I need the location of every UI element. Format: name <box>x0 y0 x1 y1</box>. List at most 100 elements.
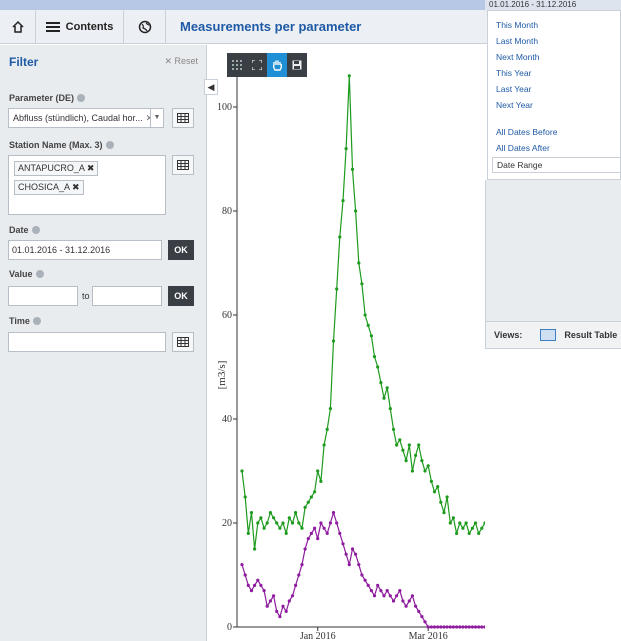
data-point <box>357 563 361 567</box>
data-point <box>278 615 282 619</box>
data-point <box>284 609 288 614</box>
help-icon[interactable] <box>32 317 41 325</box>
y-tick-label: 20 <box>222 518 232 529</box>
data-point <box>414 453 418 457</box>
station-tag[interactable]: CHOSICA_A ✖ <box>14 180 84 195</box>
data-point <box>366 323 370 327</box>
value-from-input[interactable] <box>8 286 78 306</box>
remove-icon[interactable]: ✖ <box>86 163 95 173</box>
station-tag[interactable]: ANTAPUCRO_A ✖ <box>14 161 99 176</box>
data-point <box>357 261 361 265</box>
parameter-value: Abfluss (stündlich), Caudal hor... <box>13 113 143 123</box>
data-point <box>240 563 244 567</box>
views-bar: Views: Result Table <box>485 321 621 349</box>
data-point <box>395 594 399 598</box>
date-preset-item[interactable]: All Dates After <box>496 143 550 153</box>
data-point <box>297 521 301 525</box>
side-panel <box>485 180 621 321</box>
data-point <box>259 583 263 588</box>
data-point <box>316 537 320 541</box>
chart-toolbar <box>227 53 307 77</box>
measurement-chart[interactable]: 0 20 40 60 80 100 Jan 2016 Mar 2016 [m3/s] <box>207 45 485 641</box>
remove-icon[interactable]: ✖ <box>72 182 80 192</box>
date-preset-item[interactable]: Last Month <box>496 36 539 46</box>
date-ok-button[interactable]: OK <box>168 240 194 260</box>
y-axis-label: [m3/s] <box>216 361 228 390</box>
series-line-1 <box>241 510 485 628</box>
data-point <box>354 209 358 213</box>
data-point <box>328 521 332 525</box>
grid-button[interactable] <box>227 53 247 77</box>
data-point <box>363 578 367 582</box>
data-point <box>272 516 276 520</box>
parameter-dropdown-arrow[interactable]: ▼ <box>150 108 164 128</box>
date-range-item[interactable]: Date Range <box>492 157 621 173</box>
data-point <box>420 459 424 463</box>
time-table-button[interactable] <box>172 332 194 352</box>
result-table-tab[interactable]: Result Table <box>564 330 618 340</box>
data-point <box>341 542 345 546</box>
help-icon[interactable] <box>105 141 114 149</box>
data-point <box>246 583 250 588</box>
data-point <box>372 355 377 359</box>
station-table-button[interactable] <box>172 155 194 175</box>
data-point <box>382 594 386 598</box>
date-preset-item[interactable]: This Month <box>496 20 539 30</box>
date-preset-item[interactable]: Next Year <box>496 100 533 110</box>
save-button[interactable] <box>287 53 307 77</box>
date-input[interactable]: 01.01.2016 - 31.12.2016 <box>8 240 162 260</box>
data-point <box>385 386 389 390</box>
value-ok-button[interactable]: OK <box>168 286 194 306</box>
help-icon[interactable] <box>31 226 40 234</box>
data-point <box>265 604 269 608</box>
globe-button[interactable] <box>124 10 166 44</box>
parameter-select[interactable]: Abfluss (stündlich), Caudal hor...✕ <box>8 108 164 128</box>
data-point <box>407 599 411 603</box>
date-preset-item[interactable]: This Year <box>496 68 532 78</box>
data-point <box>429 479 433 483</box>
value-to-input[interactable] <box>92 286 162 306</box>
parameter-table-button[interactable] <box>172 108 194 128</box>
data-point <box>388 407 392 411</box>
data-point <box>281 521 285 525</box>
data-point <box>272 594 276 598</box>
data-point <box>253 583 257 588</box>
data-point <box>436 625 440 629</box>
data-point <box>354 552 358 556</box>
table-icon <box>177 337 189 347</box>
parameter-label: Parameter (DE) <box>9 93 86 103</box>
data-point <box>300 563 304 567</box>
fullscreen-button[interactable] <box>247 53 267 77</box>
contents-label: Contents <box>65 21 114 33</box>
data-point <box>306 537 310 541</box>
station-select[interactable]: ANTAPUCRO_A ✖ CHOSICA_A ✖ <box>8 155 166 215</box>
result-table-icon[interactable] <box>540 329 557 341</box>
data-point <box>385 589 389 593</box>
collapse-sidebar-button[interactable]: ◀ <box>204 79 218 95</box>
data-point <box>287 599 291 603</box>
date-preset-item[interactable]: Next Month <box>496 52 540 62</box>
reset-button[interactable]: ✕ Reset <box>164 56 198 67</box>
help-icon[interactable] <box>35 270 44 278</box>
expand-icon <box>252 60 262 70</box>
data-point <box>455 625 459 629</box>
data-point <box>470 526 474 530</box>
data-point <box>319 521 323 525</box>
data-point <box>414 604 418 608</box>
data-point <box>410 594 414 598</box>
data-point <box>391 599 396 603</box>
data-point <box>448 521 452 525</box>
pan-button[interactable] <box>267 53 287 77</box>
home-button[interactable] <box>0 10 36 44</box>
clear-icon[interactable]: ✕ <box>146 113 154 123</box>
help-icon[interactable] <box>77 94 86 102</box>
time-input[interactable] <box>8 332 166 352</box>
contents-button[interactable]: Contents <box>36 10 124 44</box>
date-preset-item[interactable]: Last Year <box>496 84 532 94</box>
data-point <box>256 521 260 525</box>
top-strip <box>0 0 621 10</box>
data-point <box>322 443 326 447</box>
date-preset-item[interactable]: All Dates Before <box>496 127 558 137</box>
table-icon <box>177 160 189 170</box>
data-point <box>322 526 326 530</box>
